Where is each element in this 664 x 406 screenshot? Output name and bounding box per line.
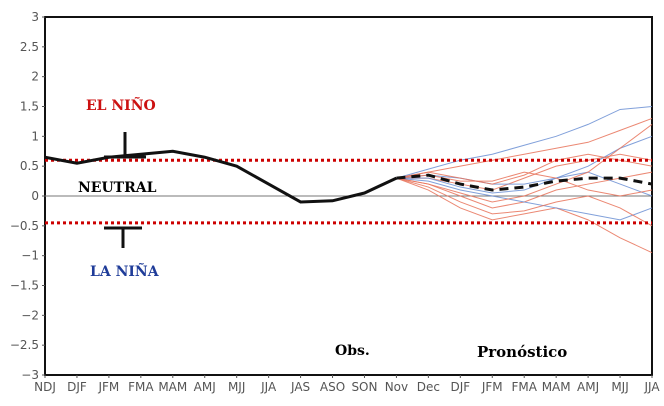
x-tick-label: Dec (417, 380, 440, 394)
ensemble-member-line (396, 177, 653, 254)
forecast-mean-line (396, 173, 653, 192)
ensemble-members (396, 106, 653, 254)
ensemble-member-line (396, 106, 653, 179)
forecast-label: Pronóstico (477, 343, 567, 361)
y-tick-label: −0.5 (10, 219, 39, 233)
neutral-label: NEUTRAL (78, 180, 157, 196)
ensemble-member-line (396, 135, 653, 185)
y-tick-label: 2 (31, 70, 39, 84)
x-tick-label: MAM (542, 380, 571, 394)
x-tick-label: Nov (385, 380, 408, 394)
y-tick-label: 1.5 (20, 100, 39, 114)
observed-line (44, 149, 398, 204)
x-tick-label: JFM (97, 380, 119, 394)
x-tick-label: NDJ (34, 380, 56, 394)
x-tick-label: MJJ (228, 380, 245, 394)
la-nina-label: LA NIÑA (90, 261, 160, 280)
x-tick-label: MJJ (611, 380, 628, 394)
y-tick-label: −2 (21, 308, 39, 322)
x-tick-label: JJA (260, 380, 277, 394)
x-tick-label: JAS (290, 380, 310, 394)
y-tick-label: 3 (31, 10, 39, 24)
x-tick-label: FMA (511, 380, 537, 394)
x-tick-label: JJA (643, 380, 660, 394)
ensemble-member-line (396, 177, 653, 227)
y-tick-label: −1.5 (10, 279, 39, 293)
x-tick-label: FMA (128, 380, 154, 394)
y-tick-label: −1 (21, 249, 39, 263)
x-tick-label: MAM (158, 380, 187, 394)
ensemble-member-line (396, 177, 653, 221)
y-tick-label: 1 (31, 129, 39, 143)
y-tick-label: 2.5 (20, 40, 39, 54)
la-nina-marker (104, 226, 142, 248)
x-tick-label: AMJ (194, 380, 216, 394)
ensemble-member-line (396, 171, 653, 197)
ensemble-member-line (396, 117, 653, 179)
y-tick-label: −3 (21, 368, 39, 382)
obs-label: Obs. (335, 343, 370, 359)
x-tick-label: DJF (450, 380, 470, 394)
y-tick-label: −2.5 (10, 338, 39, 352)
x-tick-label: JFM (481, 380, 503, 394)
x-tick-label: AMJ (577, 380, 599, 394)
x-tick-label: SON (351, 380, 377, 394)
x-tick-label: ASO (320, 380, 345, 394)
ensemble-member-line (396, 171, 653, 197)
el-nino-marker (104, 132, 146, 159)
el-nino-label: EL NIÑO (86, 95, 156, 114)
y-tick-label: 0.5 (20, 159, 39, 173)
ensemble-member-line (396, 123, 653, 203)
y-tick-label: 0 (31, 189, 39, 203)
ensemble-member-line (396, 153, 653, 185)
x-tick-label: DJF (67, 380, 87, 394)
